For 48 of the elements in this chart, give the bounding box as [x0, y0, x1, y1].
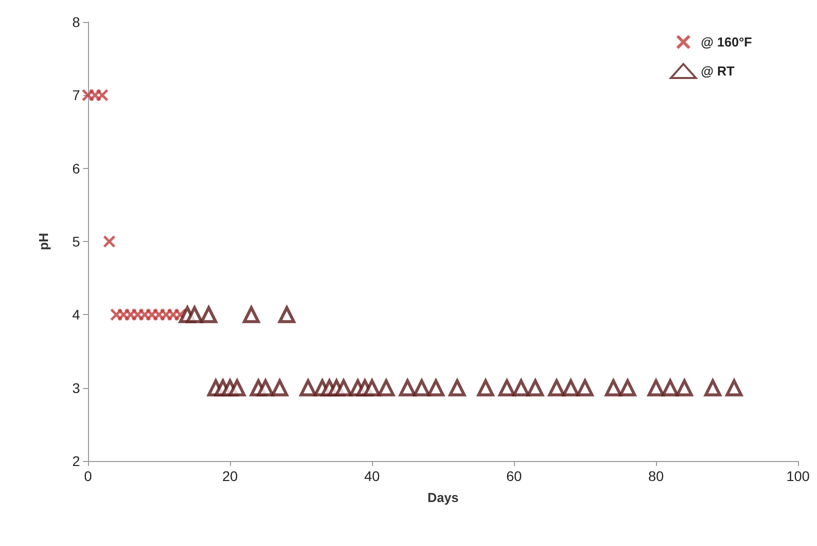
point	[96, 89, 108, 102]
legend-label: @ RT	[700, 64, 735, 78]
point	[242, 306, 260, 324]
y-tick-label: 3	[72, 380, 80, 396]
point	[427, 379, 444, 396]
point	[257, 379, 274, 396]
y-tick-label: 6	[72, 160, 80, 176]
y-tick-label: 4	[72, 306, 80, 323]
point	[604, 379, 622, 396]
x-tick-label: 20	[222, 468, 238, 484]
point	[103, 236, 116, 248]
point	[413, 379, 430, 396]
point	[662, 379, 679, 396]
point	[271, 379, 288, 396]
x-axis-title: Days	[427, 490, 459, 505]
point	[448, 379, 466, 396]
point	[186, 306, 203, 324]
point	[548, 379, 566, 396]
point	[648, 379, 664, 396]
point	[228, 379, 246, 396]
point	[378, 379, 395, 396]
point	[335, 379, 352, 396]
y-tick-label: 7	[72, 87, 80, 104]
y-tick-label: 2	[72, 453, 80, 469]
x-tick-label: 0	[84, 468, 92, 484]
point	[498, 379, 516, 396]
point	[619, 379, 636, 396]
legend-label: @ 160°F	[700, 34, 752, 50]
point	[726, 379, 743, 396]
point	[576, 379, 594, 396]
point	[300, 379, 317, 396]
point	[562, 379, 580, 396]
point	[364, 379, 380, 396]
y-tick-label: 8	[72, 14, 80, 30]
x-tick-label: 80	[648, 468, 664, 484]
point	[477, 379, 494, 396]
y-axis-title: pH	[36, 232, 51, 250]
x-tick-label: 100	[786, 468, 810, 484]
point	[512, 379, 530, 396]
point	[399, 379, 416, 396]
y-tick-label: 5	[72, 234, 80, 250]
point	[278, 306, 296, 324]
point	[526, 379, 544, 396]
x-tick-label: 40	[364, 468, 380, 484]
point	[200, 306, 218, 324]
x-tick-label: 60	[506, 468, 522, 484]
point	[704, 379, 722, 396]
point	[676, 379, 693, 396]
